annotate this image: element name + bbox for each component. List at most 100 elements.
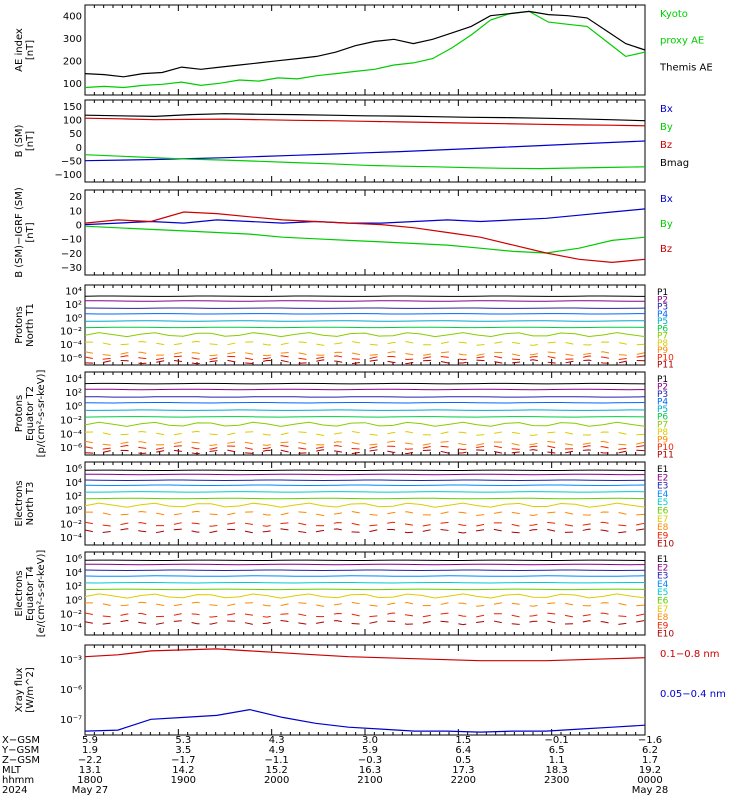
p2-ylabel: B (SM) (14, 124, 25, 157)
p5-channel-label: P1 (657, 375, 668, 385)
p1-ylabel: AE index (14, 28, 25, 72)
footer-value: −1.7 (171, 755, 195, 766)
p4-channel-label: P2 (657, 295, 668, 305)
p4-ytick-label: 10⁴ (65, 287, 82, 298)
p4-ytick-label: 10⁰ (65, 313, 82, 324)
p5-ytick-label: 10⁻⁶ (60, 443, 82, 454)
p1-ytick-label: 200 (63, 56, 82, 67)
p2-legend-item: Bx (660, 104, 673, 115)
p6-ylabel: North T3 (25, 482, 36, 526)
p1-legend-item: proxy AE (660, 36, 704, 47)
p6-channel-label: E9 (657, 531, 669, 541)
footer-value: 2200 (451, 775, 476, 786)
p2-ytick-label: 100 (63, 116, 82, 127)
footer-value: 1.5 (455, 735, 471, 746)
footer-value: 5.9 (362, 745, 378, 756)
p5-ylabel: Protons (14, 395, 25, 432)
p7-channel-line (85, 601, 646, 607)
p2-series-1 (84, 154, 646, 170)
footer-value: 2100 (357, 775, 382, 786)
p6-ytick-label: 10⁻⁴ (60, 533, 82, 544)
footer-value: 13.1 (79, 765, 101, 776)
p4-channel-label: P5 (657, 317, 668, 327)
p7-channel-label: E2 (657, 563, 668, 573)
p6-channel-line (84, 479, 646, 482)
p6-ytick-label: 10² (65, 492, 82, 503)
p3-frame (84, 189, 646, 276)
p7-ylabel: Electrons (14, 570, 25, 616)
footer-value: 0000 (637, 775, 662, 786)
p5-ytick-label: 10⁰ (65, 402, 82, 413)
p6-channel-label: E6 (657, 507, 669, 517)
p5-channel-label: P4 (657, 398, 668, 408)
p7-ylabel: Equator T4 (25, 566, 36, 621)
p6-ytick-label: 10⁶ (65, 464, 82, 475)
p6-ytick-label: 10⁻² (60, 519, 82, 530)
footer-value: 19.2 (639, 765, 661, 776)
p6-channel-line (84, 528, 646, 534)
p5-channel-line (85, 409, 646, 411)
p8-series-0 (84, 648, 646, 662)
p3-ytick-label: 20 (69, 192, 82, 203)
footer-value: 3.5 (175, 745, 191, 756)
p6-channel-label: E1 (657, 465, 668, 475)
p8-ytick-label: 10⁻³ (60, 655, 82, 666)
p5-channel-line (84, 382, 646, 385)
p5-channel-line (84, 444, 646, 451)
p6-channel-line (85, 510, 646, 517)
p8-frame (84, 644, 646, 736)
p7-channel-label: E7 (657, 605, 668, 615)
p5-ytick-label: 10⁴ (65, 374, 82, 385)
p2-ytick-label: 50 (69, 129, 82, 140)
p4-ytick-label: 10² (65, 300, 82, 311)
p2-ytick-label: 150 (63, 102, 82, 113)
p1-ytick-label: 300 (63, 34, 82, 45)
p4-channel-label: P6 (657, 324, 668, 334)
p2-ytick-label: 0 (76, 143, 82, 154)
p7-channel-label: E6 (657, 597, 669, 607)
footer-value: 2300 (544, 775, 569, 786)
footer-row-label: Z−GSM (2, 755, 40, 766)
footer-value: 1800 (77, 775, 102, 786)
p1-legend-item: Kyoto (660, 9, 688, 20)
p3-series-1 (84, 225, 646, 254)
p5-channel-label: P10 (657, 443, 674, 453)
p5-channel-line (84, 449, 646, 455)
p5-channel-label: P6 (657, 413, 668, 423)
p1-ytick-label: 100 (63, 79, 82, 90)
p2-series-2 (84, 117, 646, 127)
p8-ytick-label: 10⁻⁶ (60, 685, 82, 696)
p3-ytick-label: 10 (69, 206, 82, 217)
footer-row-label: Y−GSM (1, 745, 39, 756)
p2-legend-item: By (660, 122, 673, 133)
p4-channel-label: P4 (657, 310, 668, 320)
footer-value: 6.5 (549, 745, 565, 756)
p4-channel-label: P9 (657, 346, 668, 356)
p2-series-3 (84, 113, 646, 122)
p8-ytick-label: 10⁻⁷ (60, 715, 82, 726)
p2-ylabel: [nT] (25, 131, 36, 151)
p6-channel-line (84, 497, 646, 500)
p5-channel-label: P7 (657, 420, 668, 430)
p3-legend-item: Bx (660, 194, 673, 205)
p7-ytick-label: 10⁴ (65, 568, 82, 579)
p2-ytick-label: −50 (61, 157, 82, 168)
p7-channel-line (84, 575, 646, 577)
footer-value: 1.1 (549, 755, 565, 766)
p2-frame (84, 99, 646, 183)
footer-value: 0.5 (455, 755, 471, 766)
p2-legend-item: Bz (660, 140, 672, 151)
p5-channel-label: P3 (657, 390, 668, 400)
p7-channel-label: E1 (657, 555, 668, 565)
footer-value: 2000 (264, 775, 289, 786)
footer-value: 16.3 (359, 765, 381, 776)
p6-channel-label: E7 (657, 515, 668, 525)
p1-legend-item: Themis AE (659, 62, 713, 73)
p4-ytick-label: 10⁻² (60, 327, 82, 338)
p8-series-1 (84, 708, 646, 733)
p2-legend-item: Bmag (660, 158, 689, 169)
p6-channel-label: E8 (657, 523, 669, 533)
p4-channel-label: P1 (657, 288, 668, 298)
p6-channel-line (84, 521, 646, 527)
